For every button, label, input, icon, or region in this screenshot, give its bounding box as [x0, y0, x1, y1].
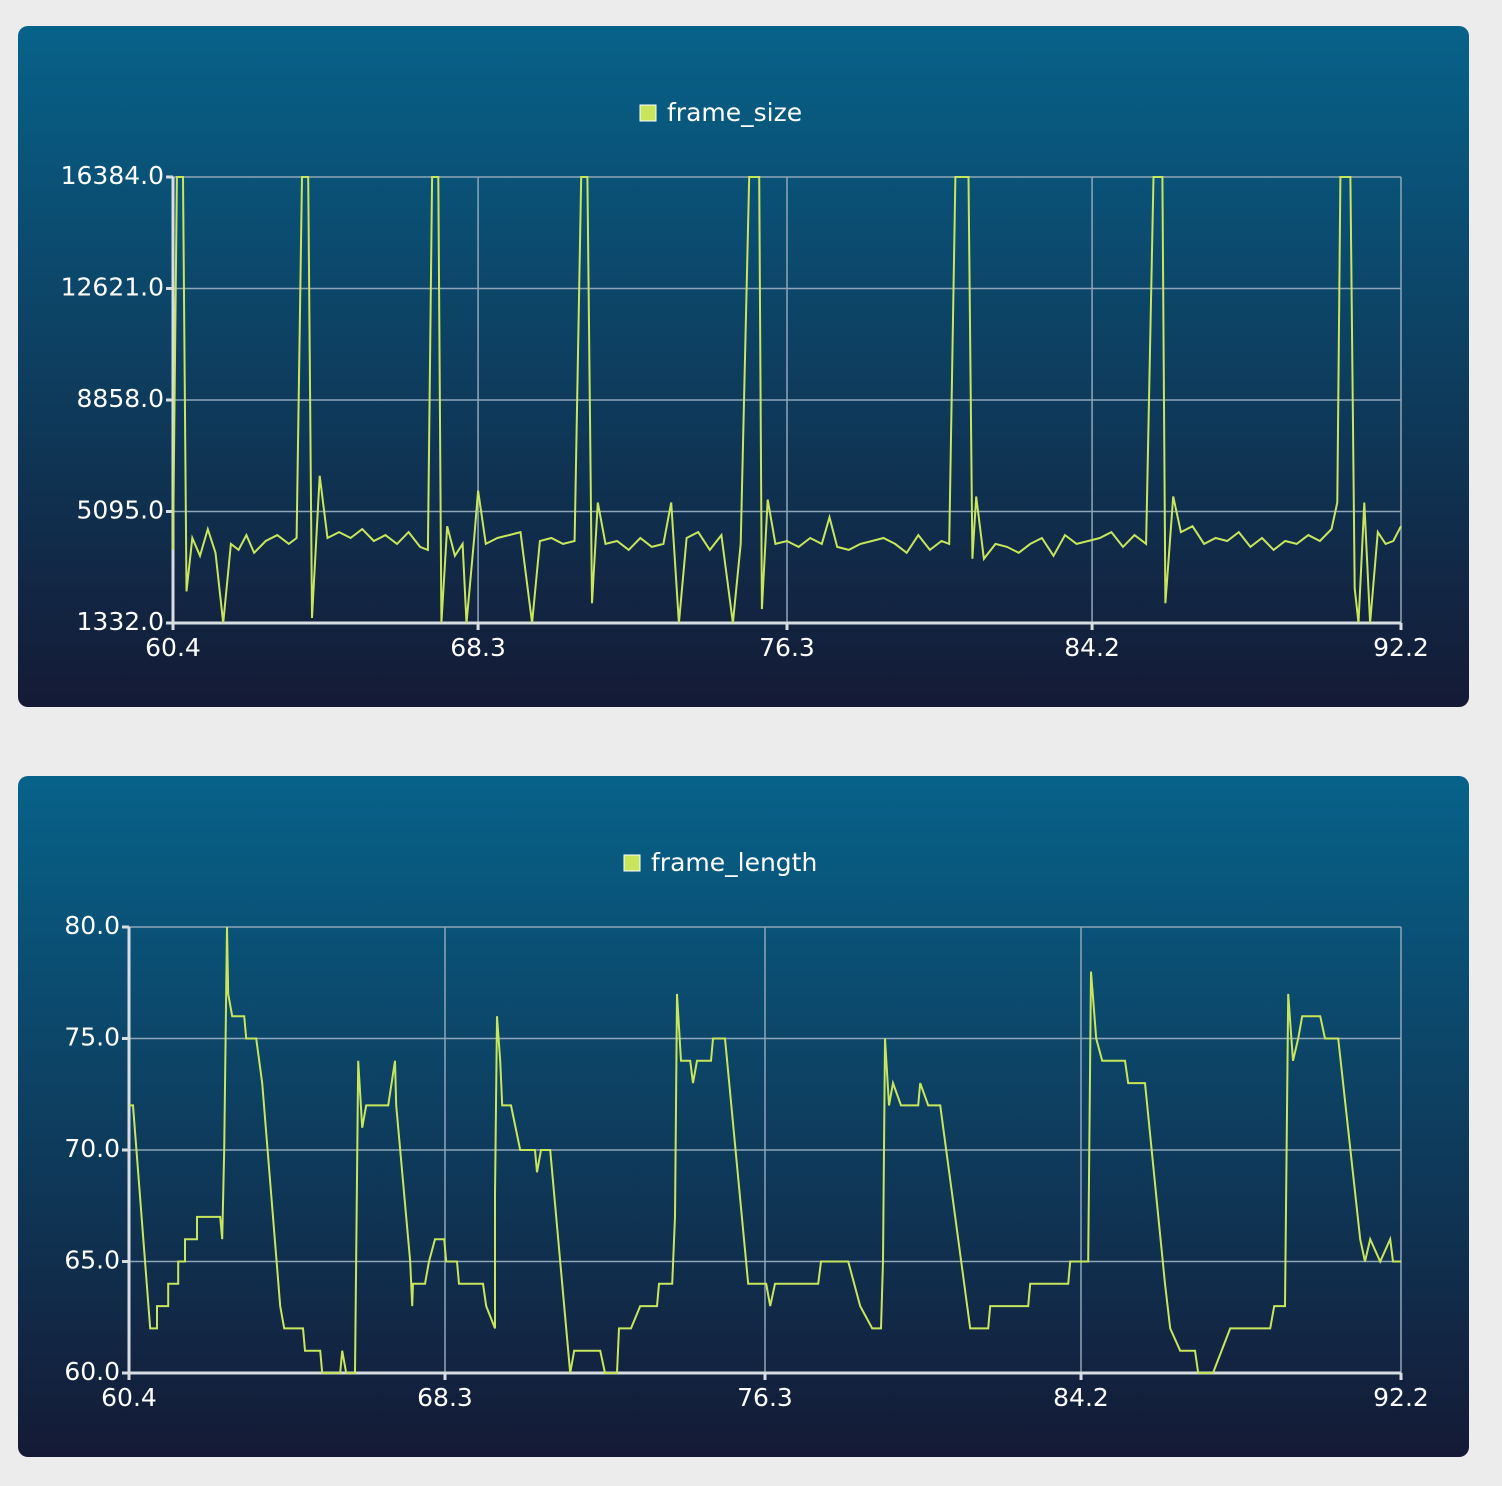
x-tick-label: 84.2: [1053, 1383, 1109, 1412]
series-line: [172, 176, 1402, 624]
legend-label: frame_length: [651, 848, 817, 877]
y-tick-label: 5095.0: [77, 496, 164, 525]
legend-swatch: [639, 104, 657, 122]
y-tick-label: 75.0: [64, 1023, 120, 1052]
y-tick-label: 65.0: [64, 1246, 120, 1275]
x-tick-label: 60.4: [145, 633, 201, 662]
panel: [18, 26, 1469, 707]
y-tick-label: 8858.0: [77, 384, 164, 413]
x-tick-label: 68.3: [450, 633, 506, 662]
x-tick-label: 76.3: [737, 1383, 793, 1412]
legend-swatch: [623, 854, 641, 872]
y-tick-label: 12621.0: [61, 273, 164, 302]
y-tick-label: 60.0: [64, 1357, 120, 1386]
y-tick-label: 16384.0: [61, 161, 164, 190]
y-tick-label: 80.0: [64, 911, 120, 940]
x-tick-label: 92.2: [1373, 633, 1429, 662]
x-tick-label: 84.2: [1064, 633, 1120, 662]
legend-label: frame_size: [667, 98, 802, 127]
panel: [18, 776, 1469, 1457]
x-tick-label: 60.4: [101, 1383, 157, 1412]
x-tick-label: 76.3: [759, 633, 815, 662]
x-tick-label: 92.2: [1373, 1383, 1429, 1412]
y-tick-label: 70.0: [64, 1134, 120, 1163]
x-tick-label: 68.3: [417, 1383, 473, 1412]
series-line: [129, 926, 1401, 1374]
y-tick-label: 1332.0: [77, 607, 164, 636]
